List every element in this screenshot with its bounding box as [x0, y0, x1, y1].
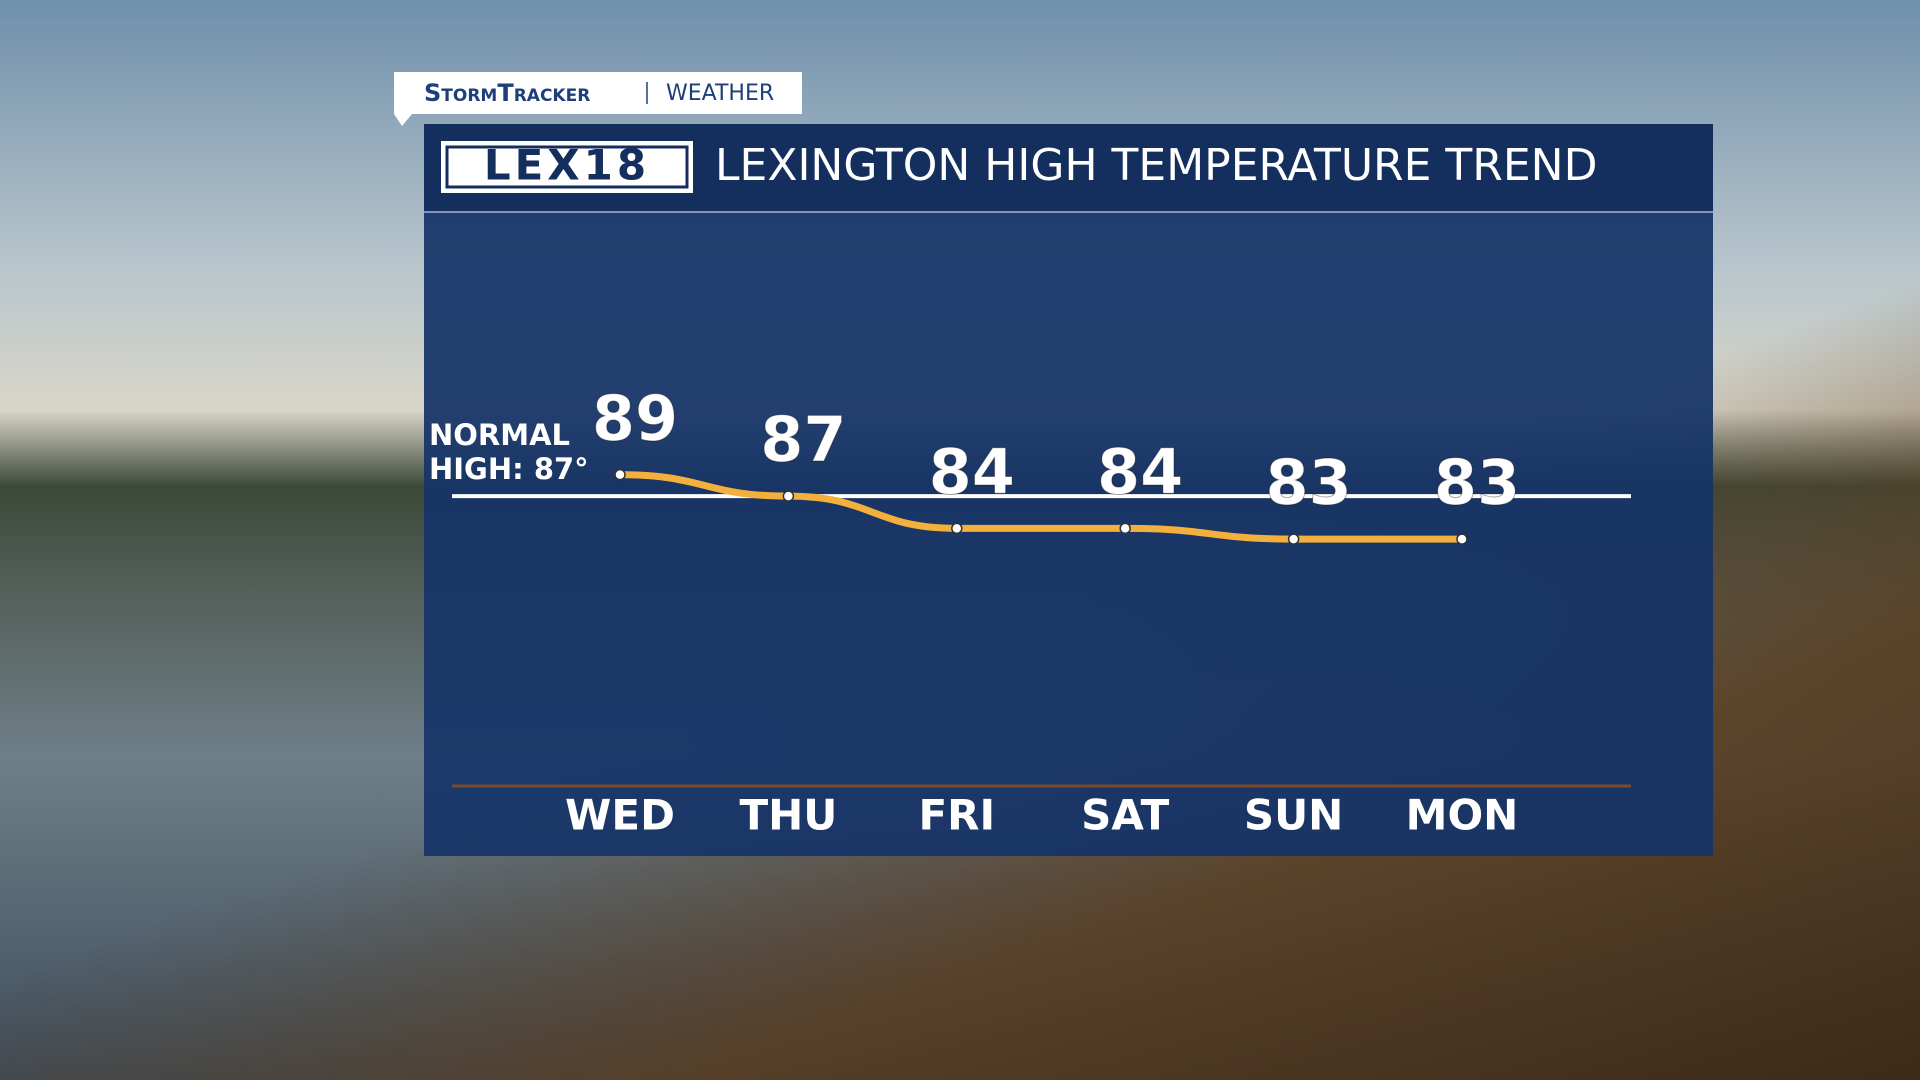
value-label: 83 — [1434, 446, 1520, 519]
chart-title: LEXINGTON HIGH TEMPERATURE TREND — [715, 140, 1597, 191]
value-label: 83 — [1265, 446, 1351, 519]
point — [951, 522, 963, 535]
value-label: 87 — [760, 403, 846, 476]
x-tick-label: MON — [1406, 791, 1519, 840]
value-label: 89 — [592, 382, 678, 455]
x-tick-label: WED — [565, 791, 675, 840]
logo-frame — [445, 145, 689, 189]
point — [1119, 522, 1131, 535]
brand-tag — [394, 72, 802, 114]
point — [614, 468, 626, 481]
normal-label: HIGH: 87° — [429, 452, 589, 486]
logo-box — [441, 141, 693, 193]
x-tick-label: SAT — [1081, 791, 1169, 840]
point — [782, 490, 795, 502]
brand-tag-tail — [394, 114, 412, 126]
x-tick-label: FRI — [918, 791, 995, 840]
x-tick-label: SUN — [1244, 791, 1344, 840]
trend-line — [616, 471, 1466, 543]
point — [1287, 533, 1300, 545]
normal-label: NORMAL — [429, 418, 570, 452]
panel — [424, 124, 1713, 856]
point — [1456, 533, 1468, 545]
brand: StormTracker — [424, 79, 590, 107]
value-label: 84 — [929, 435, 1015, 508]
section: WEATHER — [666, 81, 774, 106]
logo: LEX18 — [484, 141, 650, 190]
x-tick-label: THU — [739, 791, 837, 840]
value-label: 84 — [1097, 435, 1183, 508]
